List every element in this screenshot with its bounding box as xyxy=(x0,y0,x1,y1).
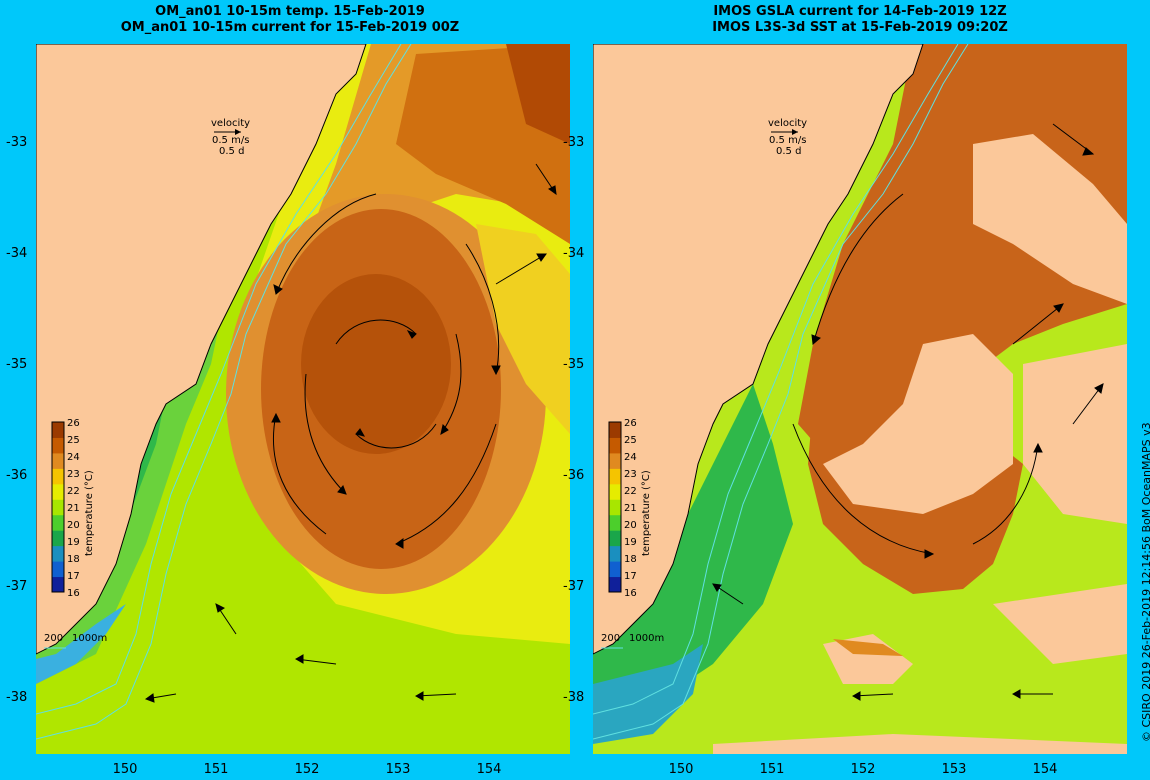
y-tick-right-2: -34 xyxy=(563,246,585,261)
velocity-key-label-right: velocity xyxy=(768,118,807,129)
left-panel-title: OM_an01 10-15m temp. 15-Feb-2019 OM_an01… xyxy=(20,4,560,36)
current-vectors xyxy=(144,163,557,703)
left-title-line2: OM_an01 10-15m current for 15-Feb-2019 0… xyxy=(120,20,460,35)
isobath-label-200: 200 xyxy=(44,633,63,644)
colorbar-swatch xyxy=(609,561,621,578)
colorbar-swatch xyxy=(609,499,621,516)
colorbar-tick-label: 17 xyxy=(624,571,637,582)
colorbar-tick-label: 26 xyxy=(67,418,80,429)
colorbar-swatch xyxy=(609,468,621,485)
colorbar-swatch xyxy=(52,499,64,516)
isobath-label-1000: 1000m xyxy=(72,633,107,644)
colorbar-tick-label: 22 xyxy=(624,486,637,497)
x-tick-right-2: 151 xyxy=(759,762,785,777)
colorbar-tick-label: 19 xyxy=(67,537,80,548)
velocity-key-label: velocity xyxy=(211,118,250,129)
colorbar-tick-label: 25 xyxy=(67,435,80,446)
x-tick-5: 154 xyxy=(476,762,502,777)
x-tick-right-1: 150 xyxy=(668,762,694,777)
colorbar-swatch xyxy=(609,422,621,438)
colorbar-tick-label: 16 xyxy=(67,588,80,599)
colorbar-swatch xyxy=(52,452,64,469)
colorbar-swatch xyxy=(52,437,64,454)
colorbar-tick-label: 20 xyxy=(67,520,80,531)
colorbar-tick-label: 21 xyxy=(624,503,637,514)
isobath-label-1000-right: 1000m xyxy=(629,633,664,644)
temperature-colorbar-right: 26 25 24 23 22 21 20 19 18 17 16 xyxy=(608,418,637,599)
x-tick-4: 153 xyxy=(385,762,411,777)
y-tick-1: -33 xyxy=(6,135,28,150)
colorbar-swatch xyxy=(52,576,64,593)
x-tick-right-3: 152 xyxy=(850,762,876,777)
y-tick-4: -36 xyxy=(6,468,28,483)
colorbar-swatch xyxy=(609,437,621,454)
colorbar-tick-label: 19 xyxy=(624,537,637,548)
colorbar-swatch xyxy=(609,452,621,469)
x-tick-right-4: 153 xyxy=(941,762,967,777)
right-panel-title: IMOS GSLA current for 14-Feb-2019 12Z IM… xyxy=(590,4,1130,36)
colorbar-tick-label: 26 xyxy=(624,418,637,429)
velocity-key-speed-right: 0.5 m/s xyxy=(769,135,806,146)
x-tick-3: 152 xyxy=(294,762,320,777)
velocity-key-time: 0.5 d xyxy=(219,146,244,157)
colorbar-swatch xyxy=(52,561,64,578)
x-tick-right-5: 154 xyxy=(1032,762,1058,777)
colorbar-swatch xyxy=(609,530,621,547)
colorbar-label: temperature (°C) xyxy=(84,470,95,556)
colorbar-swatch xyxy=(609,483,621,500)
colorbar-swatch xyxy=(52,468,64,485)
velocity-key-speed: 0.5 m/s xyxy=(212,135,249,146)
colorbar-tick-label: 17 xyxy=(67,571,80,582)
left-title-line1: OM_an01 10-15m temp. 15-Feb-2019 xyxy=(155,4,425,19)
right-title-line2: IMOS L3S-3d SST at 15-Feb-2019 09:20Z xyxy=(712,20,1008,35)
colorbar-swatch xyxy=(609,576,621,593)
colorbar-tick-label: 18 xyxy=(624,554,637,565)
colorbar-tick-label: 21 xyxy=(67,503,80,514)
right-title-line1: IMOS GSLA current for 14-Feb-2019 12Z xyxy=(713,4,1007,19)
colorbar-tick-label: 18 xyxy=(67,554,80,565)
isobath-label-200-right: 200 xyxy=(601,633,620,644)
colorbar-tick-label: 16 xyxy=(624,588,637,599)
y-tick-right-3: -35 xyxy=(563,357,585,372)
y-tick-right-4: -36 xyxy=(563,468,585,483)
model-temperature-map[interactable]: velocity 0.5 m/s 0.5 d 26 25 24 23 22 21 20 19 1… xyxy=(36,44,570,754)
velocity-key-time-right: 0.5 d xyxy=(776,146,801,157)
colorbar-tick-label: 25 xyxy=(624,435,637,446)
y-tick-6: -38 xyxy=(6,690,28,705)
x-tick-2: 151 xyxy=(203,762,229,777)
colorbar-swatch xyxy=(52,422,64,438)
temperature-colorbar: 26 25 24 23 22 21 20 19 18 17 16 xyxy=(51,418,80,599)
y-tick-right-6: -38 xyxy=(563,690,585,705)
colorbar-tick-label: 23 xyxy=(67,469,80,480)
x-tick-1: 150 xyxy=(112,762,138,777)
y-tick-3: -35 xyxy=(6,357,28,372)
satellite-sst-map[interactable]: velocity 0.5 m/s 0.5 d 26 25 24 23 22 21 20 19 1… xyxy=(593,44,1127,754)
colorbar-label-right: temperature (°C) xyxy=(641,470,652,556)
y-tick-2: -34 xyxy=(6,246,28,261)
colorbar-tick-label: 22 xyxy=(67,486,80,497)
colorbar-tick-label: 24 xyxy=(624,452,637,463)
colorbar-tick-label: 24 xyxy=(67,452,80,463)
colorbar-swatch xyxy=(609,514,621,531)
y-tick-5: -37 xyxy=(6,579,28,594)
current-vectors-right xyxy=(712,123,1104,701)
colorbar-tick-label: 20 xyxy=(624,520,637,531)
colorbar-swatch xyxy=(52,530,64,547)
colorbar-swatch xyxy=(52,514,64,531)
colorbar-tick-label: 23 xyxy=(624,469,637,480)
colorbar-swatch xyxy=(609,545,621,562)
y-tick-right-1: -33 xyxy=(563,135,585,150)
colorbar-swatch xyxy=(52,545,64,562)
colorbar-swatch xyxy=(52,483,64,500)
copyright-credit: © CSIRO 2019 26-Feb-2019 12:14:56 BoM Oc… xyxy=(1140,422,1150,742)
y-tick-right-5: -37 xyxy=(563,579,585,594)
